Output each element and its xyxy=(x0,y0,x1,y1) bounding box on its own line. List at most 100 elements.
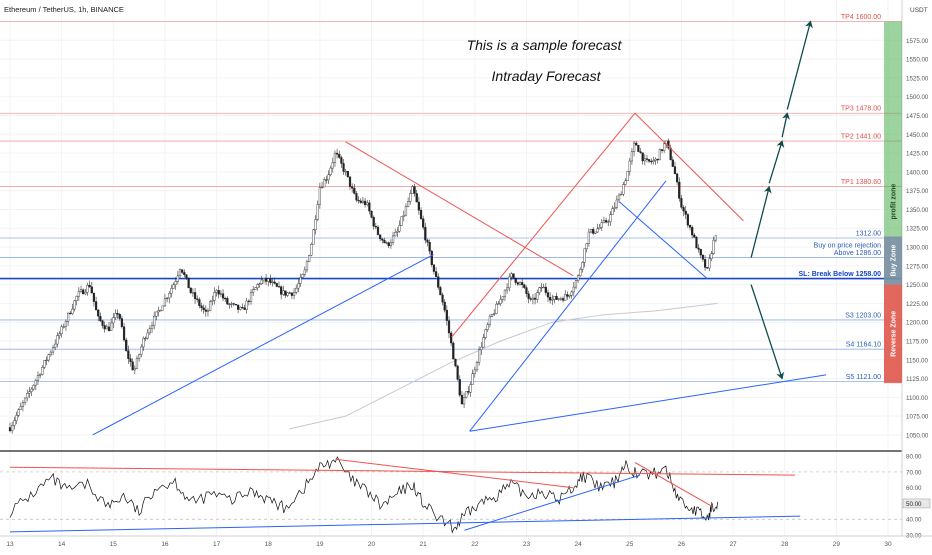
candle-26 xyxy=(64,319,68,331)
candle-290 xyxy=(632,141,636,157)
price-tick-1500: 1500.00 xyxy=(906,94,929,101)
candle-296 xyxy=(645,154,649,163)
candle-88 xyxy=(198,297,201,309)
candle-326 xyxy=(710,251,713,261)
candle-258 xyxy=(564,290,567,301)
candle-129 xyxy=(286,291,289,298)
candle-320 xyxy=(697,244,700,253)
candle-289 xyxy=(630,148,634,165)
candle-211 xyxy=(462,392,466,409)
candle-72 xyxy=(163,293,167,307)
time-tick-23: 23 xyxy=(523,541,531,548)
candle-160 xyxy=(353,183,356,195)
candle-299 xyxy=(652,157,655,165)
candle-66 xyxy=(150,321,154,334)
candle-94 xyxy=(211,295,214,306)
trend-blue-3[interactable] xyxy=(619,201,708,279)
candle-260 xyxy=(568,294,571,299)
level-label-5: Buy on price rejection xyxy=(814,243,881,250)
trend-blue-4[interactable] xyxy=(469,374,827,432)
candle-145 xyxy=(320,181,324,189)
candle-263 xyxy=(574,279,578,290)
candle-21 xyxy=(54,339,57,350)
candle-135 xyxy=(299,273,302,287)
level-label-8: S3 1203.00 xyxy=(845,312,881,319)
candle-97 xyxy=(217,285,220,299)
candle-38 xyxy=(90,282,93,294)
candle-141 xyxy=(312,229,315,245)
rsi-tick-60: 60.00 xyxy=(906,485,922,492)
candlesticks xyxy=(8,138,717,434)
candle-39 xyxy=(92,292,96,307)
trend-blue-1[interactable] xyxy=(92,254,434,436)
time-tick-22: 22 xyxy=(471,541,479,548)
rsi-panel xyxy=(0,456,902,534)
trend-red-2[interactable] xyxy=(451,112,636,338)
candle-67 xyxy=(153,311,156,330)
rsi-trendline-0[interactable] xyxy=(9,466,796,476)
candle-19 xyxy=(49,350,52,357)
candle-136 xyxy=(301,273,304,278)
rsi-trendline-4[interactable] xyxy=(464,474,641,531)
price-tick-1150: 1150.00 xyxy=(906,357,928,364)
candle-98 xyxy=(219,289,222,298)
candle-228 xyxy=(499,295,502,307)
price-tick-1400: 1400.00 xyxy=(906,169,929,176)
candle-86 xyxy=(193,287,197,304)
candle-51 xyxy=(118,312,121,321)
rsi-trendline-3[interactable] xyxy=(9,515,801,533)
level-label-2: TP2 1441.00 xyxy=(841,134,881,141)
candle-115 xyxy=(256,283,259,291)
candle-242 xyxy=(529,296,532,302)
price-tick-1050: 1050.00 xyxy=(906,432,929,439)
trend-blue-2[interactable] xyxy=(469,180,667,432)
candle-127 xyxy=(282,285,285,296)
candle-226 xyxy=(495,301,498,315)
candle-31 xyxy=(75,295,78,306)
candle-63 xyxy=(144,336,147,342)
price-tick-1225: 1225.00 xyxy=(906,301,929,308)
candle-206 xyxy=(452,341,455,360)
candle-288 xyxy=(628,158,631,176)
candle-125 xyxy=(277,281,281,288)
candle-131 xyxy=(290,292,294,299)
candle-85 xyxy=(191,288,195,297)
candle-110 xyxy=(245,297,248,314)
candle-74 xyxy=(168,291,171,304)
candle-109 xyxy=(243,304,246,310)
candle-34 xyxy=(82,288,85,295)
candle-180 xyxy=(396,227,399,238)
forecast-arrow-0 xyxy=(750,185,772,258)
level-label-1: TP3 1478.00 xyxy=(841,106,881,113)
candle-321 xyxy=(699,248,702,259)
candle-76 xyxy=(172,282,175,289)
candle-41 xyxy=(97,309,100,322)
rsi-trendline-2[interactable] xyxy=(634,462,713,508)
price-levels: TP4 1600.00 TP3 1478.00 TP2 1441.00 TP1 138… xyxy=(0,14,902,382)
candle-275 xyxy=(600,219,603,232)
candle-14 xyxy=(39,373,42,379)
candle-65 xyxy=(148,325,151,336)
rsi-tick-70: 70.00 xyxy=(906,469,922,476)
candle-292 xyxy=(637,144,640,152)
candle-236 xyxy=(516,281,519,287)
candle-195 xyxy=(428,239,431,255)
candle-209 xyxy=(458,375,461,397)
candle-177 xyxy=(389,239,392,249)
candle-179 xyxy=(394,228,397,237)
trend-red-3[interactable] xyxy=(634,112,744,222)
candle-70 xyxy=(159,309,162,312)
candle-17 xyxy=(45,356,48,366)
candle-130 xyxy=(288,291,291,294)
candle-166 xyxy=(366,199,369,207)
trend-red-1[interactable] xyxy=(345,141,574,277)
candle-22 xyxy=(56,332,59,348)
candle-212 xyxy=(465,391,468,399)
time-axis[interactable]: 13 14 15 16 17 18 19 20 21 22 23 24 25 26 27 28 29 30 xyxy=(0,535,932,548)
rsi-trendline-1[interactable] xyxy=(335,458,574,489)
candle-227 xyxy=(497,301,500,305)
candle-45 xyxy=(105,324,108,330)
candle-15 xyxy=(41,365,44,376)
